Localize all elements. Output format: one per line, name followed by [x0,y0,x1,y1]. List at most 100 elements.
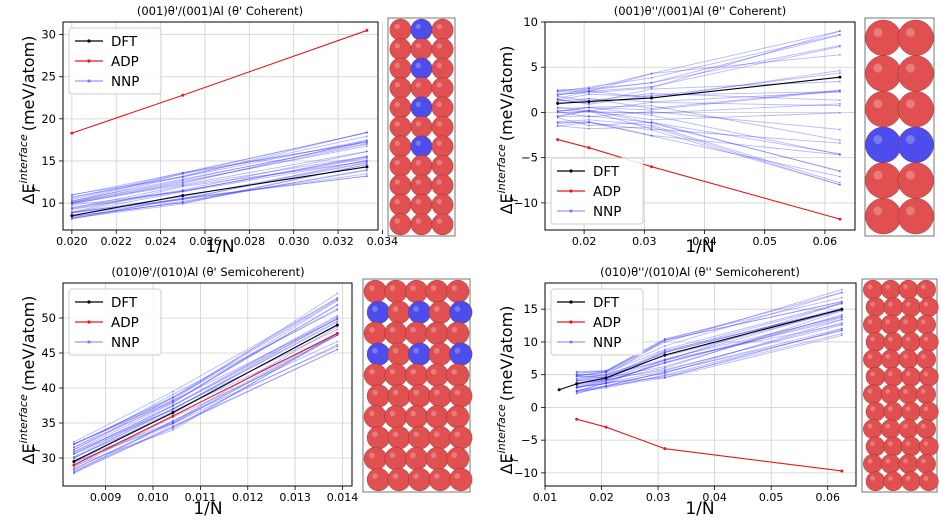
cu-atom [449,300,473,324]
al-atom [897,162,934,199]
atom-highlight [888,476,893,481]
atom-highlight [415,62,421,69]
nnp-point [72,470,75,473]
legend-box [68,288,162,356]
x-tick-label: 0.06 [813,235,838,248]
y-axis-label: ΔEinterfacef (meV/atom) [495,46,521,215]
atom-highlight [885,388,891,394]
atom-highlight [415,218,421,224]
atom-highlight [454,473,461,479]
al-atom [901,471,921,492]
legend-label-dft: DFT [111,295,138,311]
atom-highlight [873,170,883,180]
al-atom [901,401,921,422]
x-tick-label: 0.05 [752,235,777,248]
al-atom [431,38,454,61]
y-tick-label: 45 [41,346,56,360]
x-tick-label: 0.022 [100,235,132,248]
nnp-point [840,296,843,299]
al-atom [898,454,919,474]
x-tick-label: 0.020 [56,235,88,248]
atom-highlight [369,410,375,417]
nnp-point [172,398,174,401]
nnp-point [70,197,73,199]
atom-highlight [870,371,876,377]
legend-marker [87,320,91,324]
nnp-point [556,114,559,117]
atom-highlight [392,389,399,396]
al-atom [428,384,452,408]
y-tick-label: 40 [41,381,56,395]
nnp-point [366,139,368,142]
legend-label-adp: ADP [593,184,621,200]
nnp-line [557,119,841,184]
atom-highlight [905,406,911,412]
nnp-point [605,380,607,382]
atom-highlight [873,63,883,73]
atom-highlight [394,121,400,127]
nnp-point [588,97,590,100]
al-atom [387,384,411,408]
nnp-point [839,53,841,56]
atom-highlight [392,431,399,438]
atom-highlight [885,354,891,359]
atom-highlight [430,285,437,291]
atom-highlight [923,441,929,446]
al-atom [446,363,470,387]
atom-highlight [372,347,378,354]
atom-highlight [413,389,420,396]
nnp-point [181,171,184,174]
atom-highlight [415,43,421,49]
grid [544,283,856,486]
atom-highlight [888,301,893,307]
al-atom [901,436,921,457]
legend: DFT ADP NNP [68,288,162,356]
al-atom [363,279,387,303]
y-tick-label: 0 [531,400,538,414]
nnp-line [557,34,841,91]
atom-highlight [920,319,926,325]
nnp-line [557,45,841,96]
data-point [650,96,654,100]
data-point [365,165,369,169]
nnp-point [663,372,666,375]
data-point [70,131,74,135]
al-atom [408,468,432,492]
al-atom [387,468,411,492]
nnp-point [839,170,841,172]
nnp-line [557,122,841,186]
atom-highlight [867,458,873,464]
x-tick-label: 0.009 [90,491,122,504]
x-tick-label: 0.05 [759,491,784,504]
al-atom [428,342,452,366]
atom-highlight [436,179,442,185]
nnp-point [366,157,368,160]
nnp-line [576,328,842,392]
nnp-point [575,375,578,377]
al-atom [366,426,390,450]
nnp-point [336,348,339,351]
nnp-point [70,208,73,211]
series-dft [70,165,369,218]
atom-highlight [389,285,396,291]
cu-atom [410,18,433,41]
al-atom [863,454,883,474]
al-atom [428,468,452,492]
atom-highlight [905,99,915,109]
nnp-point [839,153,841,156]
atom-highlight [415,140,421,146]
al-atom [863,279,883,300]
atom-highlight [413,306,420,312]
atom-highlight [433,389,440,396]
al-atom [366,468,390,492]
al-atom [363,405,387,429]
x-tick-label: 0.03 [632,235,657,248]
atom-highlight [454,431,461,438]
al-atom [389,18,412,41]
data-point [557,388,561,392]
atom-highlight [905,336,911,342]
series-line [557,139,841,220]
x-tick-label: 0.034 [367,235,399,248]
cu-atom [410,135,433,158]
atom-highlight [369,452,375,459]
